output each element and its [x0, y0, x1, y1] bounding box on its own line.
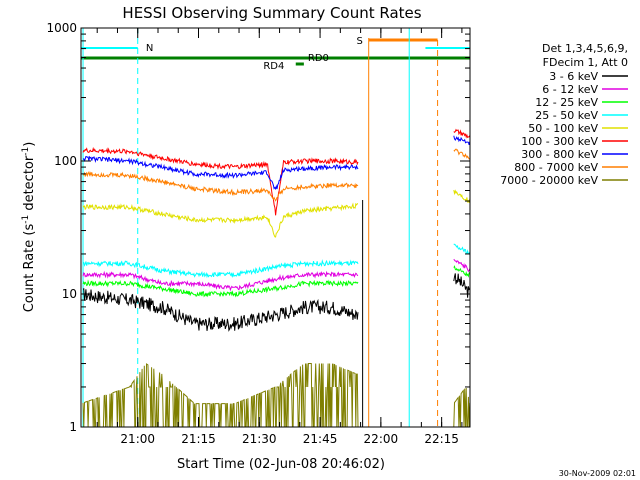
y-tick-label: 1000: [46, 21, 77, 35]
y-axis-label: Count Rate (s-1 detector-1): [21, 142, 37, 313]
legend-entry-label: 300 - 800 keV: [521, 148, 598, 161]
legend-entry-label: 12 - 25 keV: [535, 96, 598, 109]
series-line-0: [82, 288, 359, 332]
flag-label-rd0: RD0: [308, 53, 329, 64]
series-line-3: [82, 259, 359, 279]
series-line-6-tail: [453, 135, 470, 146]
series-line-2: [82, 279, 359, 298]
y-tick-label: 10: [62, 287, 77, 301]
x-tick-label: 22:15: [424, 432, 459, 446]
legend: Det 1,3,4,5,6,9, FDecim 1, Att 0 3 - 6 k…: [500, 42, 628, 187]
legend-entry-label: 50 - 100 keV: [528, 122, 598, 135]
legend-entry-label: 7000 - 20000 keV: [500, 174, 598, 187]
series-line-7-tail: [453, 148, 470, 160]
series-line-3-tail: [453, 243, 470, 255]
series-line-2-tail: [453, 265, 470, 278]
flag-label-rd4: RD4: [263, 61, 284, 72]
y-axis-label-mid: detector: [22, 155, 37, 215]
x-axis-label: Start Time (02-Jun-08 20:46:02): [177, 457, 385, 472]
y-axis: 1 10 100 1000: [46, 21, 470, 434]
series-line-7: [82, 170, 359, 202]
series-line-4-tail: [453, 189, 470, 204]
legend-entry-label: 100 - 300 keV: [521, 135, 598, 148]
x-tick-label: 21:15: [181, 432, 216, 446]
series-line-1: [82, 270, 359, 292]
y-axis-label-end: ): [22, 142, 37, 147]
legend-header-1: Det 1,3,4,5,6,9,: [542, 42, 628, 55]
series-line-1-tail: [453, 258, 470, 273]
flag-label-n: N: [146, 43, 153, 54]
y-axis-label-sup1: -1: [21, 215, 31, 224]
legend-entry-label: 800 - 7000 keV: [514, 161, 598, 174]
x-tick-label: 21:00: [120, 432, 155, 446]
series-line-8-tail: [453, 387, 470, 427]
y-tick-label: 100: [54, 154, 77, 168]
legend-entry-label: 25 - 50 keV: [535, 109, 598, 122]
flag-label-s: S: [357, 36, 363, 47]
legend-entry-label: 6 - 12 keV: [542, 83, 598, 96]
y-tick-label: 1: [69, 420, 77, 434]
legend-entry-label: 3 - 6 keV: [549, 70, 598, 83]
x-tick-label: 22:00: [364, 432, 399, 446]
x-axis: 21:00 21:15 21:30 21:45 22:00 22:15: [96, 28, 463, 446]
x-tick-label: 21:45: [303, 432, 338, 446]
series-line-5: [82, 146, 359, 216]
series-line-0-tail: [453, 273, 470, 298]
series-line-8: [82, 363, 359, 427]
chart-title: HESSI Observing Summary Count Rates: [122, 4, 421, 22]
footer-timestamp: 30-Nov-2009 02:01: [559, 469, 636, 478]
legend-header-2: FDecim 1, Att 0: [543, 56, 628, 69]
y-axis-label-sup2: -1: [21, 147, 31, 156]
plot-frame: [80, 27, 471, 428]
y-axis-label-main: Count Rate (s: [22, 224, 37, 313]
series-line-5-tail: [453, 128, 470, 139]
x-tick-label: 21:30: [242, 432, 277, 446]
series-line-4: [82, 202, 358, 238]
series-line-6: [82, 155, 359, 191]
